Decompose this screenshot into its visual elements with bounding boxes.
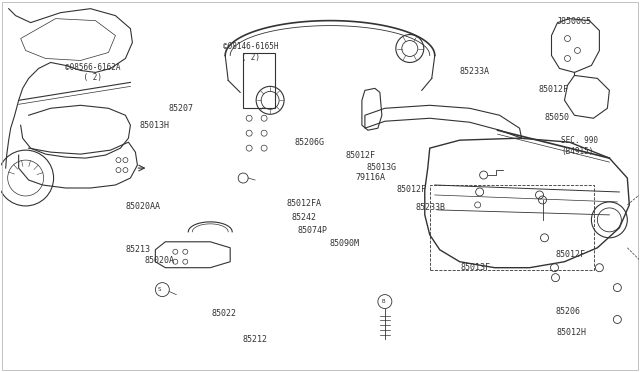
Text: 79116A: 79116A: [356, 173, 386, 182]
Bar: [430, 185, 595, 270]
Text: 85022: 85022: [211, 310, 236, 318]
Text: 85013G: 85013G: [367, 163, 397, 172]
Text: 85206: 85206: [555, 307, 580, 316]
Text: 85212: 85212: [242, 335, 267, 344]
Text: 85233A: 85233A: [460, 67, 489, 76]
Text: SEC. 990
(B4915): SEC. 990 (B4915): [561, 136, 598, 155]
Text: 85013H: 85013H: [140, 122, 170, 131]
Text: ©08146-6165H
    ( 2): ©08146-6165H ( 2): [223, 42, 278, 61]
Text: 85242: 85242: [291, 213, 316, 222]
Text: 85213: 85213: [125, 245, 150, 254]
Text: 85074P: 85074P: [298, 226, 328, 235]
Text: 85207: 85207: [169, 105, 194, 113]
Text: ©08566-6162A
    ( 2): ©08566-6162A ( 2): [65, 63, 120, 82]
Text: 85090M: 85090M: [330, 239, 360, 248]
Text: J8500G5: J8500G5: [556, 17, 591, 26]
Text: 85206G: 85206G: [294, 138, 324, 147]
Text: 85012F: 85012F: [555, 250, 585, 259]
Text: S: S: [157, 287, 161, 292]
Text: 85012F: 85012F: [397, 185, 427, 194]
Bar: [243, 54, 275, 108]
Text: 85020A: 85020A: [145, 256, 174, 264]
Text: 85020AA: 85020AA: [125, 202, 160, 211]
Text: 85012H: 85012H: [556, 328, 586, 337]
Text: 85013F: 85013F: [461, 263, 490, 272]
Text: B: B: [381, 299, 385, 304]
Text: 85233B: 85233B: [416, 203, 446, 212]
Text: 85012F: 85012F: [346, 151, 376, 160]
Text: 85050: 85050: [545, 113, 570, 122]
Text: 85012F: 85012F: [538, 85, 568, 94]
Text: 85012FA: 85012FA: [287, 199, 322, 208]
